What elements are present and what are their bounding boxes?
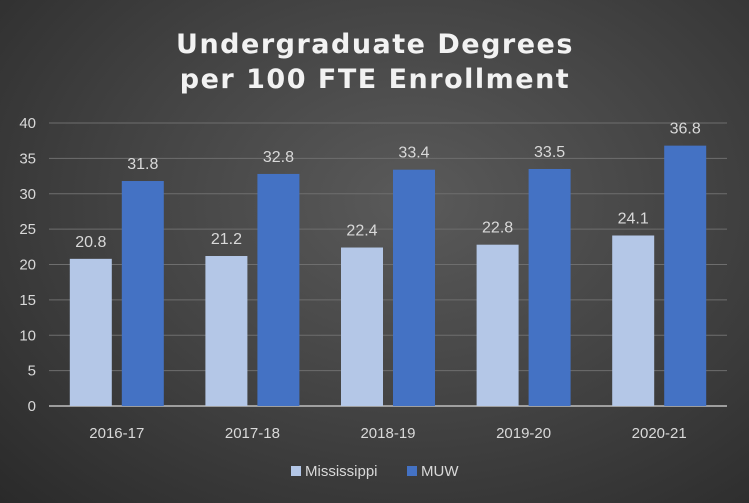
y-tick-label: 5 — [28, 363, 36, 380]
y-tick-label: 40 — [19, 115, 36, 132]
bar-muw-2017-18 — [257, 173, 300, 406]
legend-label-mississippi: Mississippi — [305, 463, 378, 480]
chart-title-line-2: per 100 FTE Enrollment — [180, 64, 570, 95]
data-label: 22.8 — [482, 220, 513, 237]
y-tick-label: 20 — [19, 257, 36, 274]
x-tick-label: 2020-21 — [632, 425, 687, 442]
bar-mississippi-2018-19 — [341, 247, 383, 406]
bar-mississippi-2019-20 — [476, 244, 519, 406]
x-tick-label: 2019-20 — [496, 425, 551, 442]
data-label: 33.5 — [534, 144, 565, 161]
data-label: 33.4 — [398, 145, 429, 162]
legend-swatch-mississippi — [291, 466, 301, 476]
bar-mississippi-2017-18 — [205, 256, 248, 406]
legend-label-muw: MUW — [421, 463, 459, 480]
y-tick-label: 10 — [19, 327, 36, 344]
bar-muw-2016-17 — [121, 181, 164, 406]
x-tick-label: 2017-18 — [225, 425, 280, 442]
bar-muw-2018-19 — [393, 169, 435, 406]
bar-mississippi-2020-21 — [612, 235, 655, 406]
y-tick-label: 35 — [19, 150, 36, 167]
data-label: 32.8 — [263, 149, 294, 166]
y-tick-label: 15 — [19, 292, 36, 309]
data-label: 31.8 — [127, 156, 158, 173]
y-tick-label: 30 — [19, 186, 36, 203]
y-tick-label: 0 — [28, 398, 36, 415]
legend-swatch-muw — [407, 466, 417, 476]
bar-muw-2020-21 — [664, 145, 707, 406]
data-label: 21.2 — [211, 231, 242, 248]
data-label: 22.4 — [346, 223, 377, 240]
data-label: 20.8 — [75, 234, 106, 251]
x-tick-label: 2016-17 — [89, 425, 144, 442]
data-label: 36.8 — [670, 121, 701, 138]
chart-title-line-1: Undergraduate Degrees — [176, 29, 574, 60]
y-tick-label: 25 — [19, 221, 36, 238]
bar-muw-2019-20 — [528, 168, 571, 406]
bar-mississippi-2016-17 — [69, 258, 112, 406]
x-tick-label: 2018-19 — [360, 425, 415, 442]
data-label: 24.1 — [618, 210, 649, 227]
